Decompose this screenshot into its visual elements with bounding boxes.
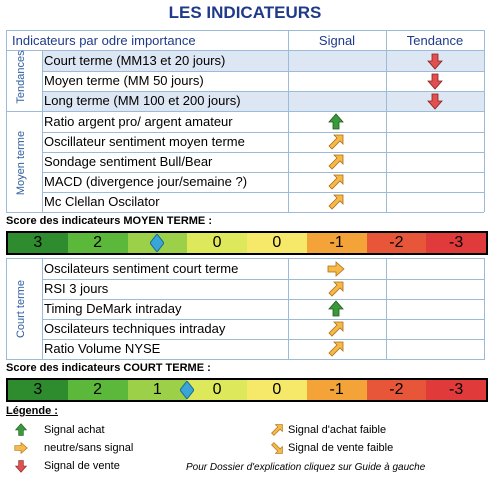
arrow-up-icon (328, 113, 344, 130)
arrow-down-icon (427, 73, 443, 90)
row-shade (289, 91, 386, 111)
list-item: Court terme (MM13 et 20 jours) (44, 53, 226, 68)
section-divider (6, 111, 484, 112)
legend-vente-faible: Signal de vente faible (288, 442, 394, 454)
list-item: MACD (divergence jour/semaine ?) (44, 174, 248, 189)
legend-achat-faible: Signal d'achat faible (288, 424, 387, 436)
arrow-up-right-icon (328, 174, 344, 190)
table-left-border (6, 258, 7, 360)
section-divider (6, 212, 484, 213)
score-moyen-label: Score des indicateurs MOYEN TERME : (6, 215, 212, 227)
list-item: Ratio Volume NYSE (44, 341, 161, 356)
score-cell: -2 (366, 380, 427, 400)
list-item: Ratio argent pro/ argent amateur (44, 114, 233, 129)
list-item: Long terme (MM 100 et 200 jours) (44, 93, 241, 108)
row-divider (42, 91, 484, 92)
score-cell (127, 233, 188, 253)
arrow-down-icon (427, 93, 443, 110)
list-item: Oscilateurs techniques intraday (44, 321, 226, 336)
header-indicateurs: Indicateurs par odre importance (12, 33, 196, 48)
side-col-border (42, 50, 43, 212)
arrow-down-icon (14, 460, 28, 473)
score-cell: -2 (366, 233, 427, 253)
arrow-up-right-icon (328, 341, 344, 357)
row-divider (42, 299, 484, 300)
list-item: Timing DeMark intraday (44, 301, 182, 316)
list-item: RSI 3 jours (44, 281, 109, 296)
row-divider (42, 132, 484, 133)
score-marker-diamond-icon (149, 234, 164, 252)
section-divider (6, 359, 484, 360)
score-cell: -1 (306, 233, 367, 253)
header-signal: Signal (318, 33, 356, 48)
section-label-court-terme: Court terme (15, 279, 27, 339)
row-shade (289, 51, 386, 71)
table-right-border (484, 258, 485, 360)
legend-title: Légende : (6, 405, 58, 417)
table-left-border (6, 30, 7, 212)
legend-vente: Signal de vente (44, 460, 120, 472)
arrow-up-right-icon (271, 424, 283, 436)
arrow-right-icon (327, 261, 345, 277)
score-cell: 2 (67, 380, 128, 400)
arrow-up-right-icon (328, 154, 344, 170)
list-item: Mc Clellan Oscilator (44, 194, 160, 209)
list-item: Sondage sentiment Bull/Bear (44, 154, 213, 169)
section-top-border (6, 258, 484, 259)
row-shade (43, 91, 288, 111)
score-cell: 0 (247, 380, 307, 400)
arrow-down-icon (427, 53, 443, 70)
list-item: Oscillateur sentiment moyen terme (44, 134, 245, 149)
side-col-border (42, 258, 43, 360)
row-shade (43, 51, 288, 71)
row-divider (42, 279, 484, 280)
table-right-border (484, 30, 485, 212)
arrow-right-icon (14, 441, 28, 455)
row-divider (42, 172, 484, 173)
score-cell: 1 (127, 380, 188, 400)
score-cell: -1 (306, 380, 367, 400)
arrow-up-right-icon (328, 281, 344, 297)
arrow-up-icon (14, 423, 28, 436)
arrow-up-right-icon (328, 134, 344, 150)
score-cell: 2 (67, 233, 128, 253)
score-cell-value: 0 (212, 381, 222, 398)
score-cell: 0 (247, 233, 307, 253)
header-tendance: Tendance (406, 33, 464, 48)
score-cell: 0 (187, 233, 247, 253)
table-top-border (6, 30, 484, 31)
score-cell: -3 (426, 233, 486, 253)
score-court-label: Score des indicateurs COURT TERME : (6, 362, 211, 374)
arrow-down-right-icon (271, 442, 283, 454)
tendance-col-border (386, 258, 387, 360)
score-cell: 0 (180, 380, 247, 400)
section-label-tendances: Tendances (15, 50, 27, 104)
arrow-up-icon (328, 300, 344, 317)
tendance-col-border (386, 30, 387, 212)
score-cell: 3 (8, 380, 68, 400)
legend-achat: Signal achat (44, 424, 105, 436)
legend-neutre: neutre/sans signal (44, 442, 134, 454)
row-divider (42, 152, 484, 153)
score-court-bar: 3 2 1 0 0 -1 -2 -3 (6, 378, 488, 402)
arrow-up-right-icon (328, 321, 344, 337)
row-divider (42, 339, 484, 340)
header-bottom-border (6, 50, 484, 51)
row-divider (42, 319, 484, 320)
arrow-up-right-icon (328, 194, 344, 210)
page-title: LES INDICATEURS (168, 3, 322, 22)
score-marker-diamond-icon (180, 381, 195, 399)
section-label-moyen-terme: Moyen terme (15, 130, 27, 196)
footer-note: Pour Dossier d'explication cliquez sur G… (186, 462, 426, 473)
score-moyen-bar: 3 2 0 0 -1 -2 -3 (6, 231, 488, 255)
score-cell: -3 (426, 380, 486, 400)
list-item: Moyen terme (MM 50 jours) (44, 73, 204, 88)
signal-col-border (288, 258, 289, 360)
row-divider (42, 192, 484, 193)
signal-col-border (288, 30, 289, 212)
score-cell: 3 (8, 233, 68, 253)
list-item: Oscilateurs sentiment court terme (44, 261, 239, 276)
row-divider (42, 71, 484, 72)
